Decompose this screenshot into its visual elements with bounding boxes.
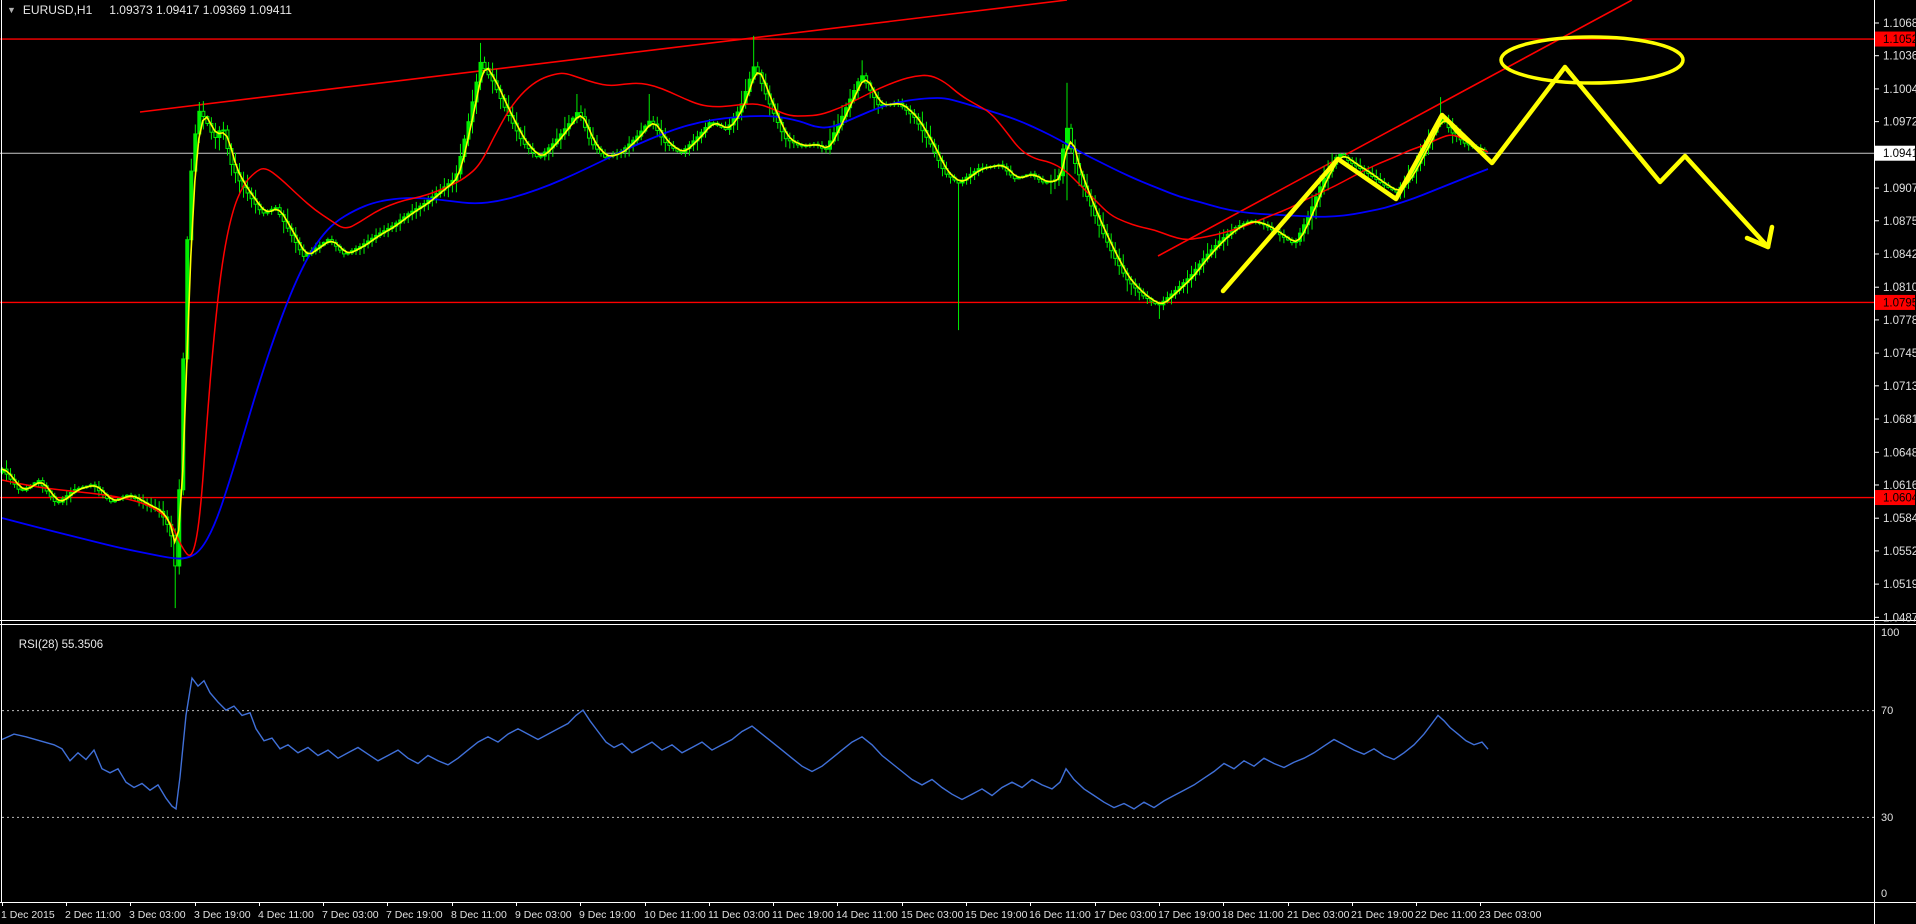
svg-text:1 Dec 2015: 1 Dec 2015 (1, 909, 55, 921)
right-ascending-trendline[interactable] (1157, 0, 1633, 257)
svg-text:17 Dec 19:00: 17 Dec 19:00 (1158, 909, 1221, 921)
yellow-annotations[interactable] (1220, 35, 1775, 294)
svg-text:9 Dec 19:00: 9 Dec 19:00 (579, 909, 636, 921)
svg-text:14 Dec 11:00: 14 Dec 11:00 (836, 909, 898, 921)
price-axis[interactable]: 1.10685 1.10365 1.10040 1.09720 1.09070 1.087… (1874, 18, 1916, 900)
svg-text:3 Dec 03:00: 3 Dec 03:00 (129, 909, 186, 921)
svg-text:1.09720: 1.09720 (1883, 117, 1916, 129)
current-price-badge (1875, 145, 1915, 161)
svg-text:1.06485: 1.06485 (1883, 447, 1916, 459)
svg-text:1.05520: 1.05520 (1883, 546, 1916, 558)
svg-text:15 Dec 19:00: 15 Dec 19:00 (965, 909, 1028, 921)
svg-text:11 Dec 19:00: 11 Dec 19:00 (772, 909, 834, 921)
rsi-line (1, 676, 1489, 811)
svg-text:1.06810: 1.06810 (1883, 414, 1916, 426)
svg-text:1.09411: 1.09411 (1883, 148, 1916, 160)
svg-text:3 Dec 19:00: 3 Dec 19:00 (194, 909, 251, 921)
svg-text:23 Dec 03:00: 23 Dec 03:00 (1479, 909, 1542, 921)
svg-text:1.04870: 1.04870 (1883, 612, 1916, 624)
arrowhead-icon[interactable] (1744, 224, 1775, 250)
svg-text:1.07780: 1.07780 (1883, 315, 1916, 327)
svg-text:21 Dec 19:00: 21 Dec 19:00 (1351, 909, 1414, 921)
svg-text:1.07135: 1.07135 (1883, 381, 1916, 393)
medium-ma-line (1, 72, 1489, 557)
svg-text:22 Dec 11:00: 22 Dec 11:00 (1415, 909, 1477, 921)
svg-text:7 Dec 19:00: 7 Dec 19:00 (386, 909, 443, 921)
chart-title-bar: ▼ EURUSD,H1 1.09373 1.09417 1.09369 1.09… (7, 3, 292, 17)
rsi-value: 55.3506 (61, 639, 104, 651)
svg-text:1.06042: 1.06042 (1883, 493, 1916, 505)
zigzag-forecast-line[interactable] (1220, 64, 1771, 294)
svg-text:0: 0 (1881, 888, 1887, 900)
svg-text:1.10040: 1.10040 (1883, 84, 1916, 96)
svg-text:1.05195: 1.05195 (1883, 579, 1916, 591)
trendlines (139, 0, 1633, 257)
svg-text:1.08100: 1.08100 (1883, 282, 1916, 294)
svg-text:7 Dec 03:00: 7 Dec 03:00 (322, 909, 379, 921)
svg-text:10 Dec 11:00: 10 Dec 11:00 (644, 909, 706, 921)
svg-text:1.08425: 1.08425 (1883, 249, 1916, 261)
svg-text:1.10528: 1.10528 (1883, 34, 1916, 46)
svg-text:15 Dec 03:00: 15 Dec 03:00 (901, 909, 964, 921)
svg-text:21 Dec 03:00: 21 Dec 03:00 (1287, 909, 1350, 921)
svg-text:18 Dec 11:00: 18 Dec 11:00 (1222, 909, 1284, 921)
svg-text:30: 30 (1881, 812, 1893, 824)
svg-text:16 Dec 11:00: 16 Dec 11:00 (1029, 909, 1091, 921)
symbol-period-label: EURUSD,H1 (22, 3, 93, 17)
ohlc-values: 1.09373 1.09417 1.09369 1.09411 (109, 3, 292, 17)
rsi-indicator-label: RSI(28) 55.3506 (6, 627, 103, 663)
svg-text:1.08750: 1.08750 (1883, 216, 1916, 228)
triangle-down-icon[interactable]: ▼ (7, 5, 16, 15)
svg-text:100: 100 (1881, 627, 1899, 639)
rsi-name: RSI(28) (18, 639, 59, 651)
level-badge (1875, 294, 1915, 310)
svg-text:4 Dec 11:00: 4 Dec 11:00 (258, 909, 314, 921)
svg-text:1.09070: 1.09070 (1883, 183, 1916, 195)
svg-text:8 Dec 11:00: 8 Dec 11:00 (451, 909, 507, 921)
level-badge (1875, 31, 1915, 47)
svg-text:1.10685: 1.10685 (1883, 18, 1916, 30)
time-axis[interactable]: 1 Dec 2015 2 Dec 11:00 3 Dec 03:00 3 Dec 19… (1, 902, 1542, 921)
fast-ma-line (1, 67, 1485, 545)
svg-text:70: 70 (1881, 705, 1893, 717)
long-ascending-trendline[interactable] (139, 0, 1068, 113)
svg-text:1.06165: 1.06165 (1883, 480, 1916, 492)
svg-text:1.10365: 1.10365 (1883, 51, 1916, 63)
level-badge (1875, 490, 1915, 506)
svg-text:9 Dec 03:00: 9 Dec 03:00 (515, 909, 572, 921)
svg-text:2 Dec 11:00: 2 Dec 11:00 (65, 909, 121, 921)
rsi-panel[interactable] (1, 676, 1874, 818)
svg-text:11 Dec 03:00: 11 Dec 03:00 (708, 909, 770, 921)
svg-text:1.07455: 1.07455 (1883, 348, 1916, 360)
ellipse-annotation[interactable] (1499, 35, 1685, 85)
svg-text:1.05840: 1.05840 (1883, 513, 1916, 525)
svg-text:17 Dec 03:00: 17 Dec 03:00 (1094, 909, 1157, 921)
